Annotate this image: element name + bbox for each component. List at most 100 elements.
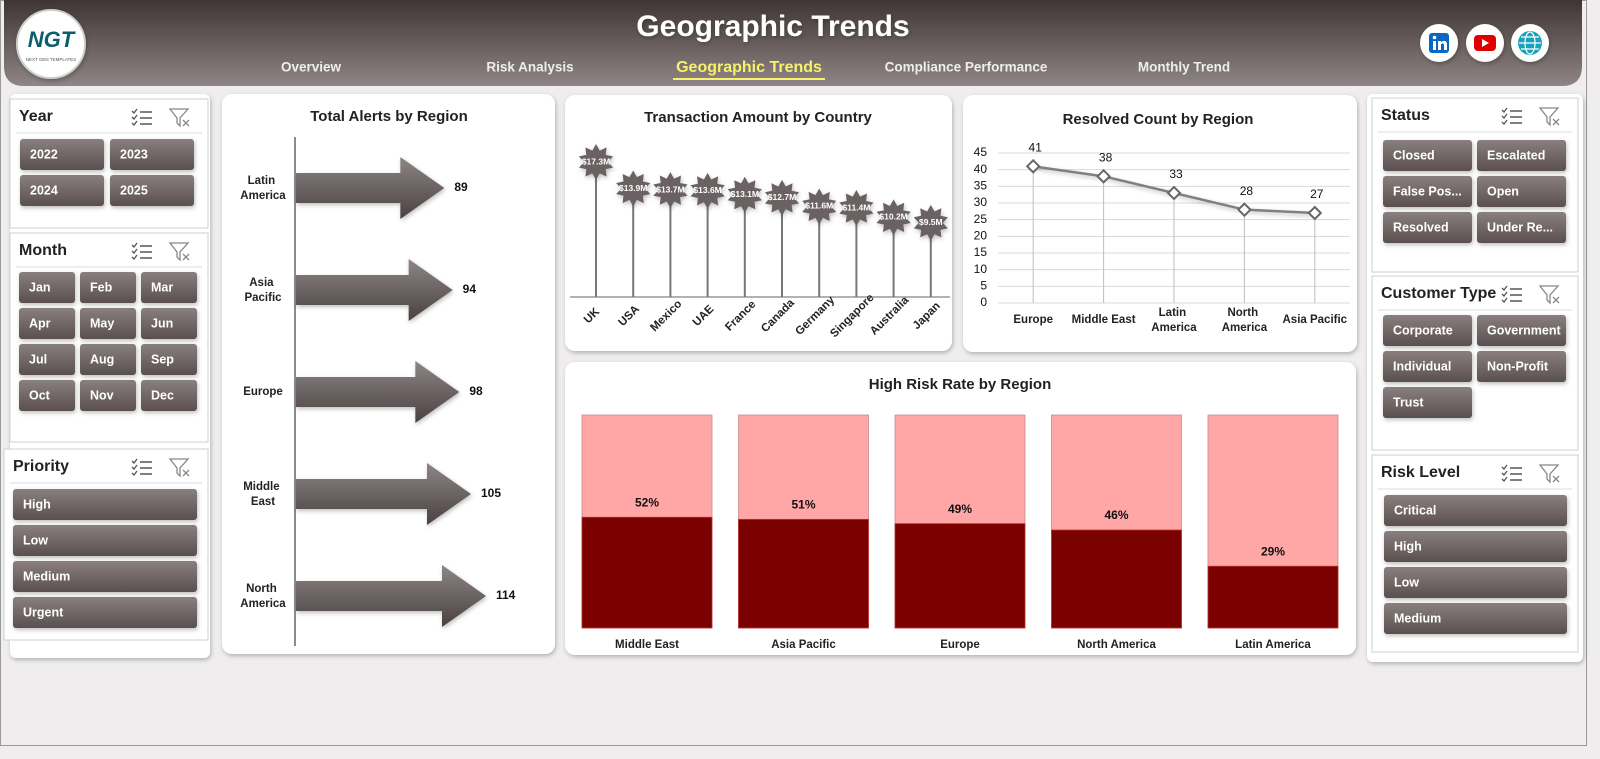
slicer-button[interactable]: Urgent (13, 597, 197, 628)
slicer-button[interactable]: Critical (1384, 495, 1567, 526)
clear-filter-button[interactable] (1538, 464, 1560, 484)
icon-glyph[interactable] (168, 458, 190, 478)
slicer-button-label[interactable]: Medium (1394, 611, 1441, 625)
slicer-button-bg[interactable] (1477, 212, 1566, 243)
icon-glyph[interactable] (1501, 107, 1508, 113)
slicer-button-bg[interactable] (1383, 387, 1472, 418)
icon-glyph[interactable] (131, 464, 138, 470)
icon-glyph[interactable] (131, 120, 138, 126)
icon-glyph[interactable] (182, 253, 190, 261)
slicer-button-label[interactable]: Under Re... (1487, 220, 1553, 234)
slicer-button-bg[interactable] (1383, 212, 1472, 243)
slicer-button-label[interactable]: Escalated (1487, 148, 1545, 162)
slicer-button[interactable]: Low (13, 525, 197, 556)
slicer-button-label[interactable]: Dec (151, 388, 174, 402)
slicer-button-label[interactable]: Jan (29, 280, 51, 294)
slicer-button-label[interactable]: Apr (29, 316, 51, 330)
nav-tab[interactable]: Geographic Trends (676, 59, 822, 76)
clear-filter-button[interactable] (168, 108, 190, 128)
slicer-button-label[interactable]: Aug (90, 352, 114, 366)
slicer-button-label[interactable]: Government (1487, 323, 1561, 337)
slicer-button-label[interactable]: 2022 (30, 147, 58, 161)
slicer-button-bg[interactable] (141, 344, 197, 375)
slicer-button-label[interactable]: 2024 (30, 183, 58, 197)
slicer-button-bg[interactable] (1383, 140, 1472, 171)
slicer-button-bg[interactable] (80, 272, 136, 303)
slicer-button-label[interactable]: High (23, 497, 51, 511)
slicer-button[interactable]: Dec (141, 380, 197, 411)
slicer-button-bg[interactable] (1384, 603, 1567, 634)
slicer-button-bg[interactable] (19, 308, 75, 339)
slicer-button[interactable]: Jul (19, 344, 75, 375)
icon-glyph[interactable] (1552, 118, 1560, 126)
nav-tab[interactable]: Monthly Trend (1138, 60, 1230, 75)
slicer-button-bg[interactable] (19, 380, 75, 411)
icon-glyph[interactable] (1501, 291, 1508, 297)
slicer-button[interactable]: Open (1477, 176, 1566, 207)
slicer-button-label[interactable]: Critical (1394, 503, 1436, 517)
slicer-button-label[interactable]: Medium (23, 569, 70, 583)
slicer-button-bg[interactable] (141, 272, 197, 303)
slicer-button[interactable]: 2022 (20, 139, 104, 170)
linkedin-glyph[interactable] (1438, 40, 1447, 50)
slicer-button-label[interactable]: Corporate (1393, 323, 1453, 337)
linkedin-glyph[interactable] (1432, 35, 1437, 40)
icon-glyph[interactable] (131, 242, 138, 248)
icon-glyph[interactable] (1538, 285, 1560, 305)
icon-glyph[interactable] (1538, 464, 1560, 484)
icon-glyph[interactable] (1552, 475, 1560, 483)
slicer-button[interactable]: Feb (80, 272, 136, 303)
slicer-button[interactable]: Apr (19, 308, 75, 339)
icon-glyph[interactable] (131, 470, 138, 476)
slicer-button-label[interactable]: Oct (29, 388, 51, 402)
icon-glyph[interactable] (1501, 119, 1508, 125)
clear-filter-button[interactable] (168, 242, 190, 262)
slicer-button-bg[interactable] (13, 561, 197, 592)
clear-filter-button[interactable] (1538, 107, 1560, 127)
slicer-button-bg[interactable] (1383, 351, 1472, 382)
multi-select-button[interactable] (1501, 464, 1522, 482)
icon-glyph[interactable] (131, 108, 138, 114)
slicer-button-bg[interactable] (1383, 315, 1472, 346)
slicer-button-bg[interactable] (13, 489, 197, 520)
slicer-button[interactable]: High (1384, 531, 1567, 562)
multi-select-button[interactable] (1501, 107, 1522, 125)
slicer-button-bg[interactable] (1384, 495, 1567, 526)
slicer-button-label[interactable]: 2025 (120, 183, 148, 197)
slicer-button-bg[interactable] (20, 175, 104, 206)
slicer-button[interactable]: Escalated (1477, 140, 1566, 171)
slicer-button[interactable]: Mar (141, 272, 197, 303)
slicer-button[interactable]: Jan (19, 272, 75, 303)
slicer-button-bg[interactable] (1384, 531, 1567, 562)
slicer-button[interactable]: Medium (1384, 603, 1567, 634)
icon-glyph[interactable] (131, 458, 138, 464)
slicer-button[interactable]: Corporate (1383, 315, 1472, 346)
slicer-button-bg[interactable] (80, 344, 136, 375)
nav-tab[interactable]: Compliance Performance (885, 60, 1048, 75)
slicer-button-label[interactable]: Open (1487, 184, 1519, 198)
icon-glyph[interactable] (168, 242, 190, 262)
clear-filter-button[interactable] (168, 458, 190, 478)
slicer-button-bg[interactable] (1477, 315, 1566, 346)
nav-tab[interactable]: Overview (281, 60, 342, 75)
icon-glyph[interactable] (1501, 113, 1508, 119)
globe-glyph[interactable] (1519, 36, 1541, 50)
icon-glyph[interactable] (1501, 470, 1508, 476)
slicer-button-bg[interactable] (19, 272, 75, 303)
multi-select-button[interactable] (131, 108, 152, 126)
slicer-button-label[interactable]: 2023 (120, 147, 148, 161)
slicer-button-label[interactable]: Trust (1393, 395, 1424, 409)
slicer-button[interactable]: Government (1477, 315, 1566, 346)
linkedin-glyph[interactable] (1433, 41, 1436, 50)
slicer-button[interactable]: Closed (1383, 140, 1472, 171)
slicer-button-label[interactable]: Jul (29, 352, 47, 366)
icon-glyph[interactable] (1501, 464, 1508, 470)
slicer-button-label[interactable]: High (1394, 539, 1422, 553)
slicer-button-label[interactable]: Non-Profit (1487, 359, 1549, 373)
slicer-button-bg[interactable] (13, 597, 197, 628)
slicer-button-bg[interactable] (1477, 176, 1566, 207)
slicer-button-label[interactable]: Urgent (23, 605, 64, 619)
slicer-button-bg[interactable] (19, 344, 75, 375)
icon-glyph[interactable] (131, 248, 138, 254)
slicer-button[interactable]: 2024 (20, 175, 104, 206)
